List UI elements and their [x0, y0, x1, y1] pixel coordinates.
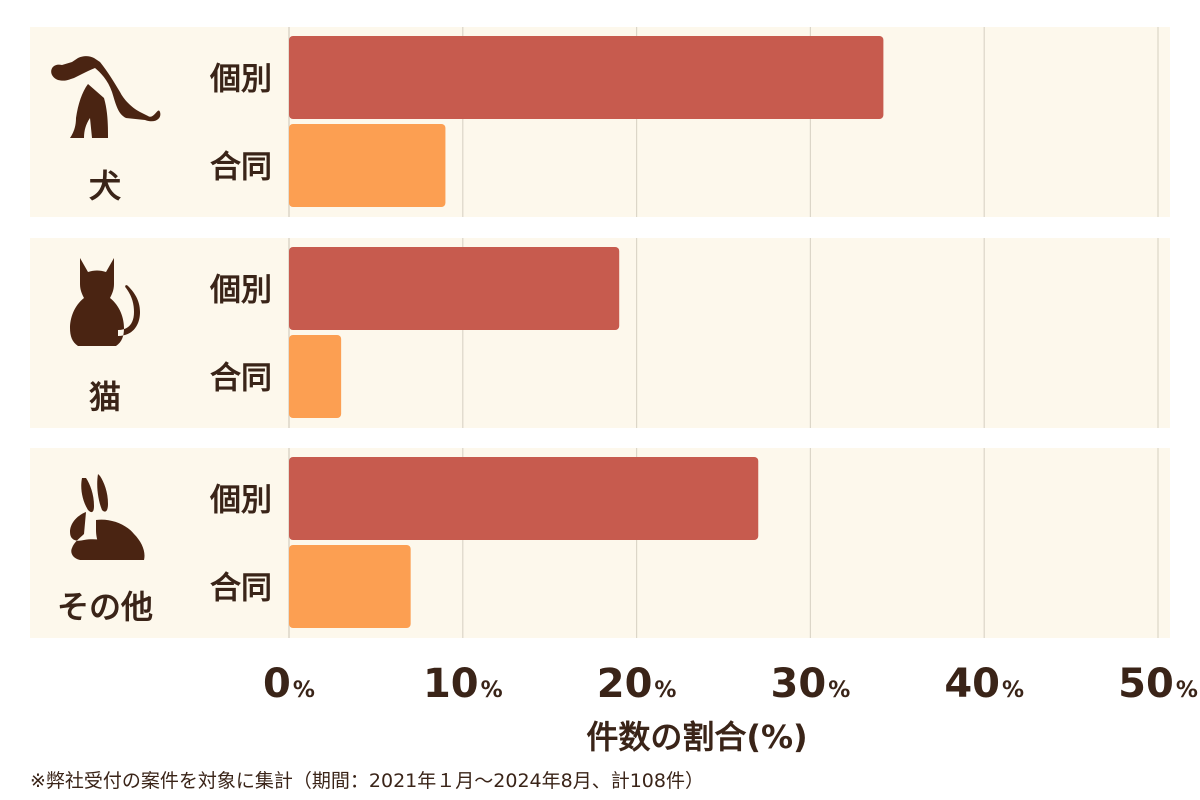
bar-goudou: [289, 335, 342, 418]
x-tick-number: 0: [263, 661, 291, 707]
x-axis-label: 件数の割合(%): [586, 718, 807, 756]
group-label: 猫: [89, 378, 121, 416]
group-label: その他: [57, 588, 153, 626]
bar-label: 個別: [209, 273, 272, 309]
x-tick-label: 50%: [1118, 661, 1198, 707]
x-tick-number: 50: [1118, 661, 1174, 707]
x-tick-label: 30%: [771, 661, 851, 707]
x-tick-unit: %: [1176, 678, 1198, 703]
bar-kobetsu: [289, 36, 884, 119]
x-tick-unit: %: [828, 678, 850, 703]
bar-kobetsu: [289, 247, 620, 330]
cat-icon: [70, 258, 140, 346]
bar-label: 合同: [210, 150, 272, 186]
x-tick-unit: %: [654, 678, 676, 703]
x-tick-label: 20%: [597, 661, 677, 707]
x-tick-label: 0%: [263, 661, 315, 707]
footnote: ※弊社受付の案件を対象に集計（期間：2021年１月〜2024年8月、計108件）: [30, 770, 704, 792]
x-tick-label: 10%: [423, 661, 503, 707]
x-tick-number: 30: [771, 661, 827, 707]
bar-label: 合同: [210, 361, 272, 397]
x-tick-unit: %: [1002, 678, 1024, 703]
rabbit-icon: [70, 474, 145, 560]
bar-label: 個別: [209, 62, 272, 98]
x-tick-number: 40: [944, 661, 1000, 707]
x-tick-number: 20: [597, 661, 653, 707]
bar-kobetsu: [289, 457, 759, 540]
x-tick-unit: %: [293, 678, 315, 703]
group-label: 犬: [89, 167, 121, 205]
x-tick-number: 10: [423, 661, 479, 707]
bar-label: 合同: [210, 571, 272, 607]
bar-label: 個別: [209, 483, 272, 519]
x-tick-unit: %: [481, 678, 503, 703]
bar-goudou: [289, 545, 411, 628]
x-tick-label: 40%: [944, 661, 1024, 707]
dog-icon: [51, 56, 161, 138]
bar-goudou: [289, 124, 446, 207]
